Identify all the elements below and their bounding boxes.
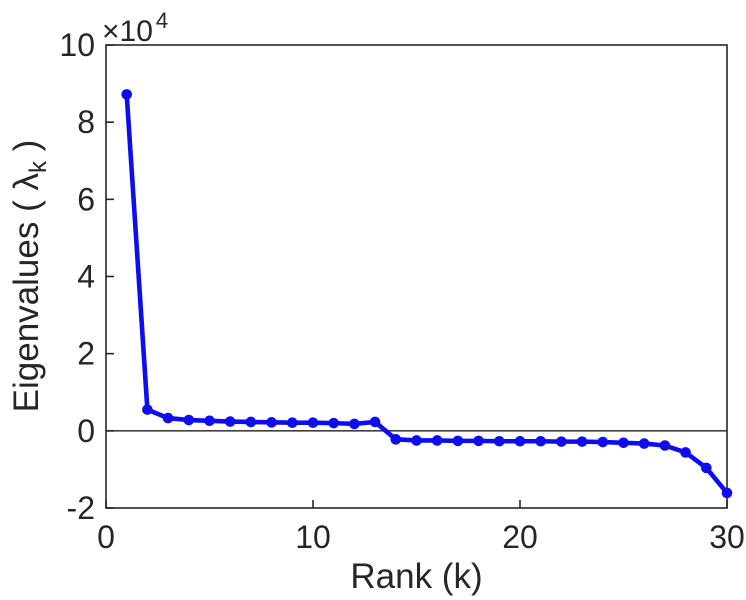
x-tick-label: 20 xyxy=(502,519,538,555)
data-point-marker xyxy=(411,435,422,446)
data-point-marker xyxy=(328,417,340,429)
data-point-marker xyxy=(618,437,629,449)
y-tick-label: 8 xyxy=(77,104,95,140)
data-point-marker xyxy=(245,416,257,428)
ylabel-close-paren: ) xyxy=(7,139,46,162)
x-tick-label: 10 xyxy=(295,519,331,555)
x-tick-label: 30 xyxy=(709,519,745,555)
data-point-marker xyxy=(659,440,671,451)
data-point-marker xyxy=(494,435,505,447)
y-tick-label: 6 xyxy=(77,181,95,217)
data-point-marker xyxy=(142,404,153,415)
data-point-marker xyxy=(473,435,484,447)
data-point-marker xyxy=(452,435,464,447)
data-point-marker xyxy=(266,417,277,428)
x-tick-label: 0 xyxy=(97,519,115,555)
data-point-marker xyxy=(535,435,546,447)
data-point-marker xyxy=(162,412,174,424)
data-point-marker xyxy=(701,462,712,474)
y-tick-label: -2 xyxy=(67,490,95,526)
data-point-marker xyxy=(556,436,567,447)
ylabel-text: Eigenvalues ( xyxy=(7,190,46,413)
data-point-marker xyxy=(680,447,691,458)
data-point-marker xyxy=(514,435,526,447)
y-tick-label: 2 xyxy=(77,336,95,372)
data-point-marker xyxy=(224,416,236,427)
multiplier-exponent: 4 xyxy=(155,8,169,33)
data-point-marker xyxy=(721,487,733,499)
y-axis-multiplier: ×10 4 xyxy=(102,8,168,49)
data-point-marker xyxy=(597,436,609,448)
data-point-marker xyxy=(390,434,402,445)
eigenvalue-line xyxy=(124,92,730,496)
data-point-marker xyxy=(349,418,360,430)
lambda-symbol: λ xyxy=(7,173,46,191)
data-point-marker xyxy=(287,417,298,429)
y-axis-label: Eigenvalues ( λk ) xyxy=(5,44,52,508)
lambda-subscript: k xyxy=(25,161,52,174)
y-tick-label: 0 xyxy=(77,413,95,449)
data-point-marker xyxy=(183,414,195,426)
data-point-marker xyxy=(638,438,650,449)
y-tick-label: 4 xyxy=(77,259,95,295)
data-point-marker xyxy=(204,415,215,427)
y-tick-label: 10 xyxy=(59,27,95,63)
data-point-marker xyxy=(121,89,132,100)
data-point-marker xyxy=(307,417,319,429)
data-point-marker xyxy=(369,416,381,428)
axes-box xyxy=(105,44,728,509)
multiplier-base: ×10 xyxy=(102,15,153,48)
data-point-marker xyxy=(431,435,443,446)
x-axis-label: Rank (k) xyxy=(350,557,483,596)
data-point-marker xyxy=(576,436,588,447)
